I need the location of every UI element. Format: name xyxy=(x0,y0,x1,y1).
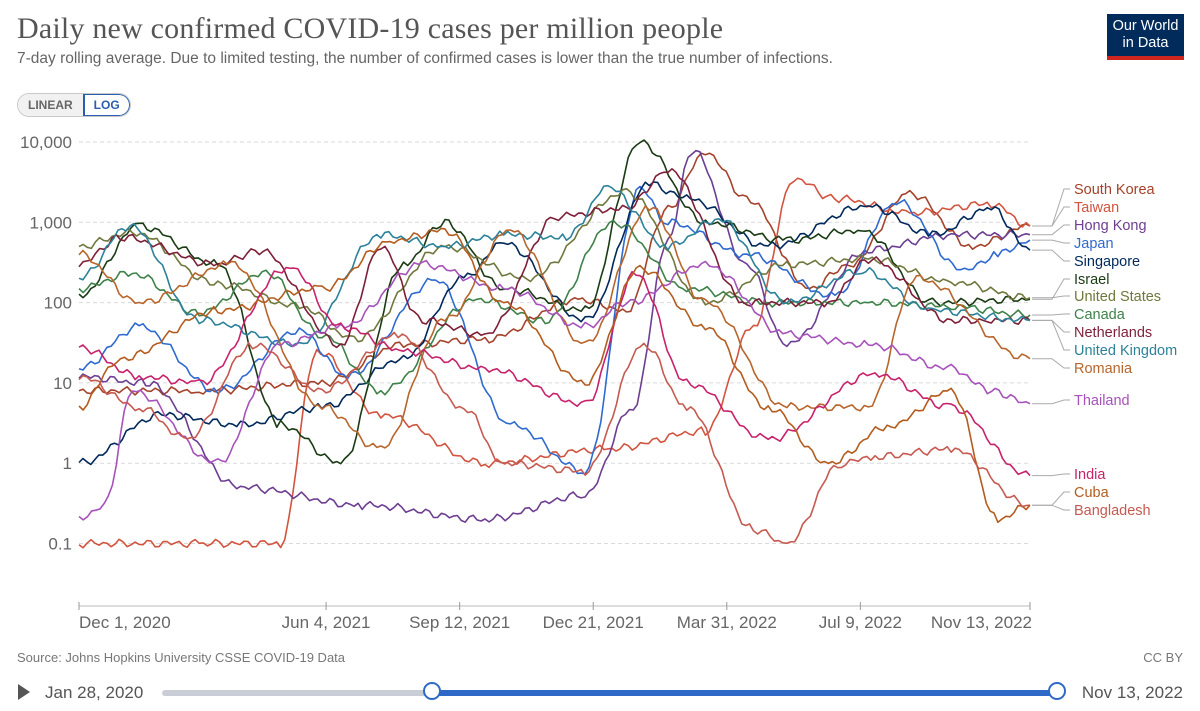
series-line-india xyxy=(78,266,1031,477)
x-tick-label: Dec 1, 2020 xyxy=(79,613,171,632)
legend-label: Cuba xyxy=(1074,485,1110,501)
chart-subtitle: 7-day rolling average. Due to limited te… xyxy=(17,50,833,67)
series-line-bangladesh xyxy=(78,331,1031,545)
legend-connector xyxy=(1032,249,1070,262)
legend-label: India xyxy=(1074,467,1106,483)
series-line-netherlands xyxy=(78,168,1031,349)
line-chart: 0.1 1 10 100 1,000 10,000 Dec 1, 2020 Jun 4, 20… xyxy=(20,133,1177,632)
legend-label: Israel xyxy=(1074,272,1109,288)
legend-label: Japan xyxy=(1074,236,1114,252)
legend-label: South Korea xyxy=(1074,182,1156,198)
x-tick-label: Jun 4, 2021 xyxy=(282,613,371,632)
linear-scale-button[interactable]: LINEAR xyxy=(18,94,83,116)
legend-connector xyxy=(1032,399,1070,405)
legend-label: Singapore xyxy=(1074,254,1140,270)
timeline-slider[interactable] xyxy=(162,682,1066,700)
series-line-canada xyxy=(78,219,1031,396)
legend-label: United States xyxy=(1074,289,1161,305)
legend-label: Thailand xyxy=(1074,393,1130,409)
timeline-end-handle[interactable] xyxy=(1048,682,1066,700)
legend-label: Canada xyxy=(1074,307,1126,323)
series-line-taiwan xyxy=(78,177,1031,549)
timeline-selected-range[interactable] xyxy=(432,690,1058,696)
x-tick-label: Nov 13, 2022 xyxy=(931,613,1032,632)
legend-label: Bangladesh xyxy=(1074,503,1151,519)
y-tick-label: 1 xyxy=(63,454,72,473)
legend-connector xyxy=(1032,206,1070,227)
log-scale-button[interactable]: LOG xyxy=(82,94,130,116)
legend-connector xyxy=(1032,278,1070,300)
y-tick-label: 10,000 xyxy=(20,133,72,152)
timeline-start-date: Jan 28, 2020 xyxy=(45,683,144,702)
legend-label: Netherlands xyxy=(1074,325,1152,341)
legend-label: Taiwan xyxy=(1074,200,1119,216)
legend-connector xyxy=(1032,358,1070,369)
x-tick-label: Mar 31, 2022 xyxy=(677,613,777,632)
license-link[interactable]: CC BY xyxy=(1143,650,1183,665)
legend-connector xyxy=(1032,239,1070,244)
legend-connector xyxy=(1032,319,1070,351)
play-icon[interactable] xyxy=(18,684,30,700)
legend-connector xyxy=(1032,295,1070,299)
y-tick-label: 10 xyxy=(53,374,72,393)
owid-logo[interactable]: Our World in Data xyxy=(1107,14,1184,60)
series-line-japan xyxy=(78,185,1031,475)
legend-connector xyxy=(1032,491,1070,506)
x-tick-label: Jul 9, 2022 xyxy=(819,613,902,632)
legend-connector xyxy=(1032,319,1070,333)
legend-connector xyxy=(1032,504,1070,511)
logo-accent-bar xyxy=(1107,56,1184,60)
legend-label: Romania xyxy=(1074,361,1133,377)
series-line-united-kingdom xyxy=(78,184,1031,348)
series-line-romania xyxy=(78,205,1031,449)
logo-line-1: Our World xyxy=(1112,18,1179,34)
legend-label: Hong Kong xyxy=(1074,218,1147,234)
y-tick-label: 0.1 xyxy=(48,535,72,554)
legend-label: United Kingdom xyxy=(1074,343,1177,359)
series-line-cuba xyxy=(78,227,1031,524)
series-line-israel xyxy=(78,139,1031,465)
chart-title: Daily new confirmed COVID-19 cases per m… xyxy=(17,12,724,45)
scale-toggle: LINEAR LOG xyxy=(17,93,131,117)
timeline-end-date: Nov 13, 2022 xyxy=(1081,683,1183,702)
series-line-singapore xyxy=(78,181,1031,466)
series-line-thailand xyxy=(78,259,1031,521)
x-tick-label: Sep 12, 2021 xyxy=(409,613,510,632)
timeline-start-handle[interactable] xyxy=(423,682,441,700)
series-line-hong-kong xyxy=(78,149,1031,523)
logo-line-2: in Data xyxy=(1122,35,1169,51)
legend-connector xyxy=(1032,224,1070,236)
legend-connector xyxy=(1032,313,1070,316)
y-tick-label: 1,000 xyxy=(29,213,72,232)
x-tick-label: Dec 21, 2021 xyxy=(543,613,644,632)
legend-connector xyxy=(1032,473,1070,477)
source-note[interactable]: Source: Johns Hopkins University CSSE CO… xyxy=(17,650,346,665)
y-tick-label: 100 xyxy=(44,294,72,313)
